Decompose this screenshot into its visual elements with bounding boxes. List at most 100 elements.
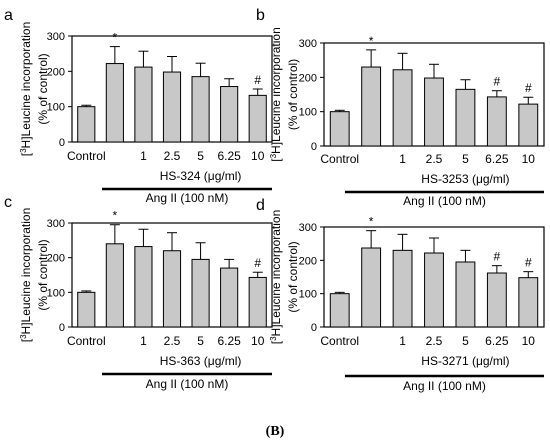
y-axis-label: [3H]Leucine incorporation <box>269 27 283 162</box>
bar <box>329 111 350 147</box>
y-tick-label: 300 <box>47 31 65 43</box>
y-axis-label-superscript: 3 <box>269 336 278 341</box>
bar <box>134 66 153 143</box>
y-tick-label: 0 <box>59 322 65 334</box>
y-axis-label-line2: (% of control) <box>36 239 50 310</box>
bar <box>392 69 413 147</box>
bar <box>162 250 182 328</box>
x-tick-label: 1 <box>140 334 147 348</box>
chart-panel-a: a [3H]Leucine incorporation (% of control)… <box>4 7 273 205</box>
y-tick-label: 100 <box>47 287 65 299</box>
significance-marker: * <box>369 215 374 229</box>
y-tick-label: 300 <box>299 222 317 234</box>
y-axis-label-line2: (% of control) <box>286 241 300 312</box>
y-tick-label: 0 <box>59 137 65 149</box>
significance-marker: * <box>369 34 374 48</box>
bar <box>392 249 413 328</box>
chart-panel-b: b [3H]Leucine incorporation (% of control)… <box>256 7 545 208</box>
y-tick-label: 100 <box>299 107 317 119</box>
significance-marker: # <box>254 73 261 87</box>
y-axis-label-bracket: [ <box>19 338 33 342</box>
y-axis-label-text: H]Leucine incorporation <box>19 208 33 335</box>
y-axis-label-text: H]Leucine incorporation <box>19 22 33 149</box>
condition-label: Ang II (100 nM) <box>403 194 486 208</box>
x-tick-label: 1 <box>399 152 406 166</box>
bar <box>220 86 239 143</box>
bar <box>361 247 382 328</box>
y-tick-label: 200 <box>47 66 65 78</box>
y-tick-label: 300 <box>47 218 65 230</box>
panel-letter: d <box>256 197 265 214</box>
y-axis-label-line2: (% of control) <box>36 53 50 124</box>
chart-panel-d: d [3H]Leucine incorporation (% of control)… <box>256 197 545 393</box>
y-axis-label: [3H]Leucine incorporation <box>269 210 283 345</box>
y-tick-label: 200 <box>47 253 65 265</box>
condition-label: Ang II (100 nM) <box>403 379 486 393</box>
bar <box>486 272 507 328</box>
significance-marker: # <box>525 256 532 270</box>
chart-panel-c: c [3H]Leucine incorporation (% of control)… <box>4 194 273 391</box>
x-tick-label: 2.5 <box>164 149 181 163</box>
bar <box>77 291 96 328</box>
bar <box>191 258 210 328</box>
panel-letter: c <box>4 194 12 211</box>
y-axis-label-bracket: [ <box>269 340 283 344</box>
x-tick-label: 2.5 <box>164 334 181 348</box>
bar <box>518 277 539 328</box>
bar <box>486 96 507 147</box>
x-tick-label: 1 <box>140 149 147 163</box>
treatment-label: HS-3253 (μg/ml) <box>421 172 509 186</box>
significance-marker: * <box>113 31 118 45</box>
condition-label: Ang II (100 nM) <box>146 191 229 205</box>
bar <box>455 88 476 147</box>
x-tick-label: 1 <box>399 334 406 348</box>
x-tick-label: 6.25 <box>485 152 509 166</box>
significance-marker: # <box>525 81 532 95</box>
x-tick-label: 6.25 <box>485 334 509 348</box>
x-tick-label: 6.25 <box>217 149 241 163</box>
x-tick-label: 10 <box>522 152 536 166</box>
treatment-label: HS-3271 (μg/ml) <box>421 354 509 368</box>
panel-letter: a <box>4 7 13 24</box>
y-tick-label: 0 <box>311 141 317 153</box>
y-tick-label: 0 <box>311 322 317 334</box>
significance-marker: # <box>494 250 501 264</box>
x-tick-label: Control <box>320 334 359 348</box>
x-tick-label: Control <box>67 334 106 348</box>
x-tick-label: 2.5 <box>426 152 443 166</box>
y-axis-label-text: H]Leucine incorporation <box>269 210 283 337</box>
y-axis-label-text: H]Leucine incorporation <box>269 27 283 154</box>
y-axis-label-superscript: 3 <box>19 334 28 339</box>
figure-caption: (B) <box>265 424 285 439</box>
y-axis-label: [3H]Leucine incorporation <box>19 22 33 157</box>
bar <box>191 76 210 143</box>
treatment-label: HS-363 (μg/ml) <box>160 354 242 368</box>
bar <box>77 106 96 143</box>
x-tick-label: 5 <box>462 152 469 166</box>
condition-label: Ang II (100 nM) <box>146 377 229 391</box>
bar <box>361 66 382 147</box>
x-tick-label: Control <box>67 149 106 163</box>
y-axis-label-line2: (% of control) <box>286 59 300 130</box>
panel-letter: b <box>256 7 265 24</box>
bar <box>518 103 539 147</box>
x-tick-label: 10 <box>522 334 536 348</box>
bar <box>105 243 124 328</box>
y-tick-label: 100 <box>299 289 317 301</box>
treatment-label: HS-324 (μg/ml) <box>160 169 242 183</box>
x-tick-label: 2.5 <box>426 334 443 348</box>
y-axis-label-superscript: 3 <box>269 153 278 158</box>
bar <box>329 293 350 328</box>
y-axis-label-bracket: [ <box>19 152 33 156</box>
bar <box>220 267 239 328</box>
x-tick-label: 6.25 <box>217 334 241 348</box>
x-tick-label: 5 <box>197 149 204 163</box>
bar <box>134 246 153 328</box>
x-tick-label: 10 <box>251 149 265 163</box>
x-tick-label: 5 <box>462 334 469 348</box>
significance-marker: # <box>254 256 261 270</box>
bar <box>248 94 267 143</box>
y-axis-label-superscript: 3 <box>19 148 28 153</box>
bar <box>455 261 476 328</box>
